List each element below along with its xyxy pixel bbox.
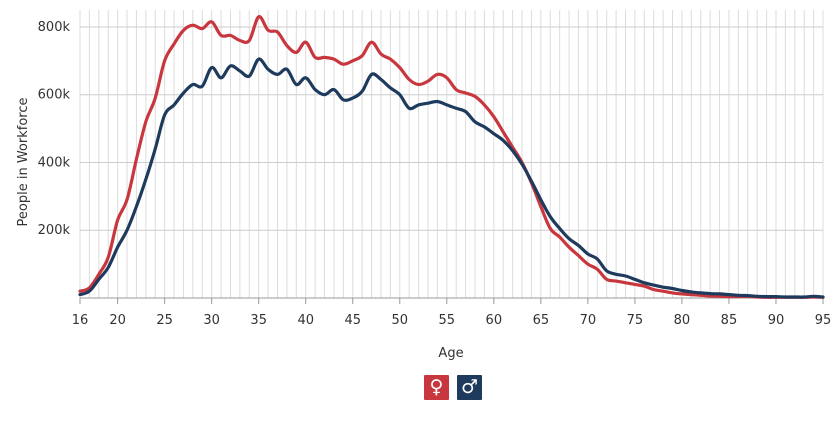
axes: 200k 400k 600k 800k 16 20 25 30 35 40 45 50 55 60 65 70… (38, 20, 832, 328)
x-tick-label: 45 (344, 313, 361, 328)
male-symbol-icon: ♂ (460, 376, 479, 398)
x-tick-label: 80 (674, 313, 691, 328)
male-legend-button[interactable]: ♂ (457, 375, 482, 400)
y-tick-label: 800k (38, 20, 71, 35)
x-tick-label: 85 (721, 313, 738, 328)
female-series-line (78, 15, 825, 299)
legend: ♀ ♂ (424, 375, 482, 400)
x-tick-label: 35 (250, 313, 267, 328)
x-tick-label: 75 (627, 313, 644, 328)
y-tick-label: 400k (38, 155, 71, 170)
female-legend-button[interactable]: ♀ (424, 375, 449, 400)
x-tick-label: 90 (768, 313, 785, 328)
x-tick-label: 25 (156, 313, 173, 328)
x-axis-title: Age (438, 346, 463, 361)
male-series-line (78, 57, 825, 299)
x-tick-label: 95 (815, 313, 832, 328)
x-tick-label: 16 (72, 313, 89, 328)
x-tick-label: 30 (203, 313, 220, 328)
series-lines (78, 15, 825, 299)
x-tick-label: 70 (580, 313, 597, 328)
grid (79, 10, 824, 298)
x-tick-label: 55 (439, 313, 456, 328)
x-tick-label: 65 (533, 313, 550, 328)
female-symbol-icon: ♀ (429, 376, 444, 398)
x-tick-label: 60 (486, 313, 503, 328)
y-tick-label: 200k (38, 223, 71, 238)
x-tick-label: 20 (109, 313, 126, 328)
y-tick-label: 600k (38, 88, 71, 103)
y-axis-title: People in Workforce (16, 98, 31, 227)
x-tick-label: 40 (297, 313, 314, 328)
x-tick-label: 50 (391, 313, 408, 328)
